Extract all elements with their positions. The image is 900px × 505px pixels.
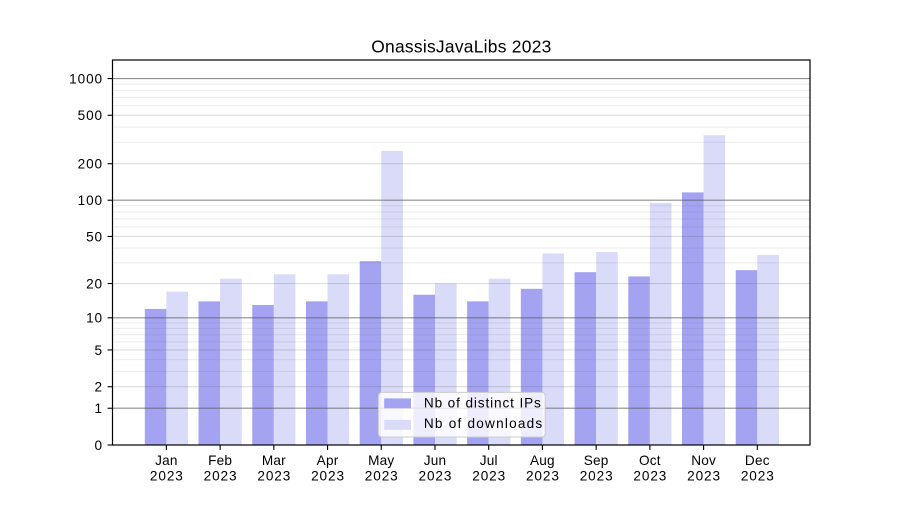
svg-text:Oct: Oct	[639, 453, 661, 468]
svg-text:2023: 2023	[257, 469, 291, 484]
svg-text:Apr: Apr	[317, 453, 339, 468]
svg-text:2023: 2023	[472, 469, 506, 484]
svg-text:May: May	[368, 453, 394, 468]
svg-text:200: 200	[78, 157, 103, 172]
svg-text:Dec: Dec	[745, 453, 770, 468]
svg-text:Nov: Nov	[691, 453, 716, 468]
svg-text:Jul: Jul	[480, 453, 498, 468]
svg-text:1000: 1000	[69, 71, 103, 86]
svg-text:10: 10	[86, 311, 103, 326]
svg-text:1: 1	[95, 401, 103, 416]
svg-text:2023: 2023	[150, 469, 184, 484]
svg-text:500: 500	[78, 108, 103, 123]
svg-text:100: 100	[78, 193, 103, 208]
svg-text:2023: 2023	[741, 469, 775, 484]
svg-text:Nb of downloads: Nb of downloads	[424, 416, 544, 431]
svg-text:0: 0	[95, 438, 103, 453]
svg-text:2023: 2023	[311, 469, 345, 484]
svg-text:Jan: Jan	[155, 453, 178, 468]
svg-text:Jun: Jun	[424, 453, 447, 468]
svg-text:2023: 2023	[526, 469, 560, 484]
svg-text:20: 20	[86, 276, 103, 291]
svg-text:2023: 2023	[580, 469, 614, 484]
svg-text:2023: 2023	[365, 469, 399, 484]
svg-text:2023: 2023	[687, 469, 721, 484]
svg-text:2023: 2023	[204, 469, 238, 484]
svg-text:5: 5	[95, 343, 103, 358]
svg-text:2: 2	[95, 380, 103, 395]
svg-text:Sep: Sep	[584, 453, 609, 468]
svg-text:Nb of distinct IPs: Nb of distinct IPs	[424, 396, 542, 411]
svg-text:OnassisJavaLibs 2023: OnassisJavaLibs 2023	[371, 36, 551, 56]
svg-text:Feb: Feb	[208, 453, 232, 468]
svg-text:2023: 2023	[633, 469, 667, 484]
svg-text:50: 50	[86, 229, 103, 244]
svg-text:2023: 2023	[419, 469, 453, 484]
svg-text:Mar: Mar	[262, 453, 286, 468]
svg-text:Aug: Aug	[530, 453, 555, 468]
